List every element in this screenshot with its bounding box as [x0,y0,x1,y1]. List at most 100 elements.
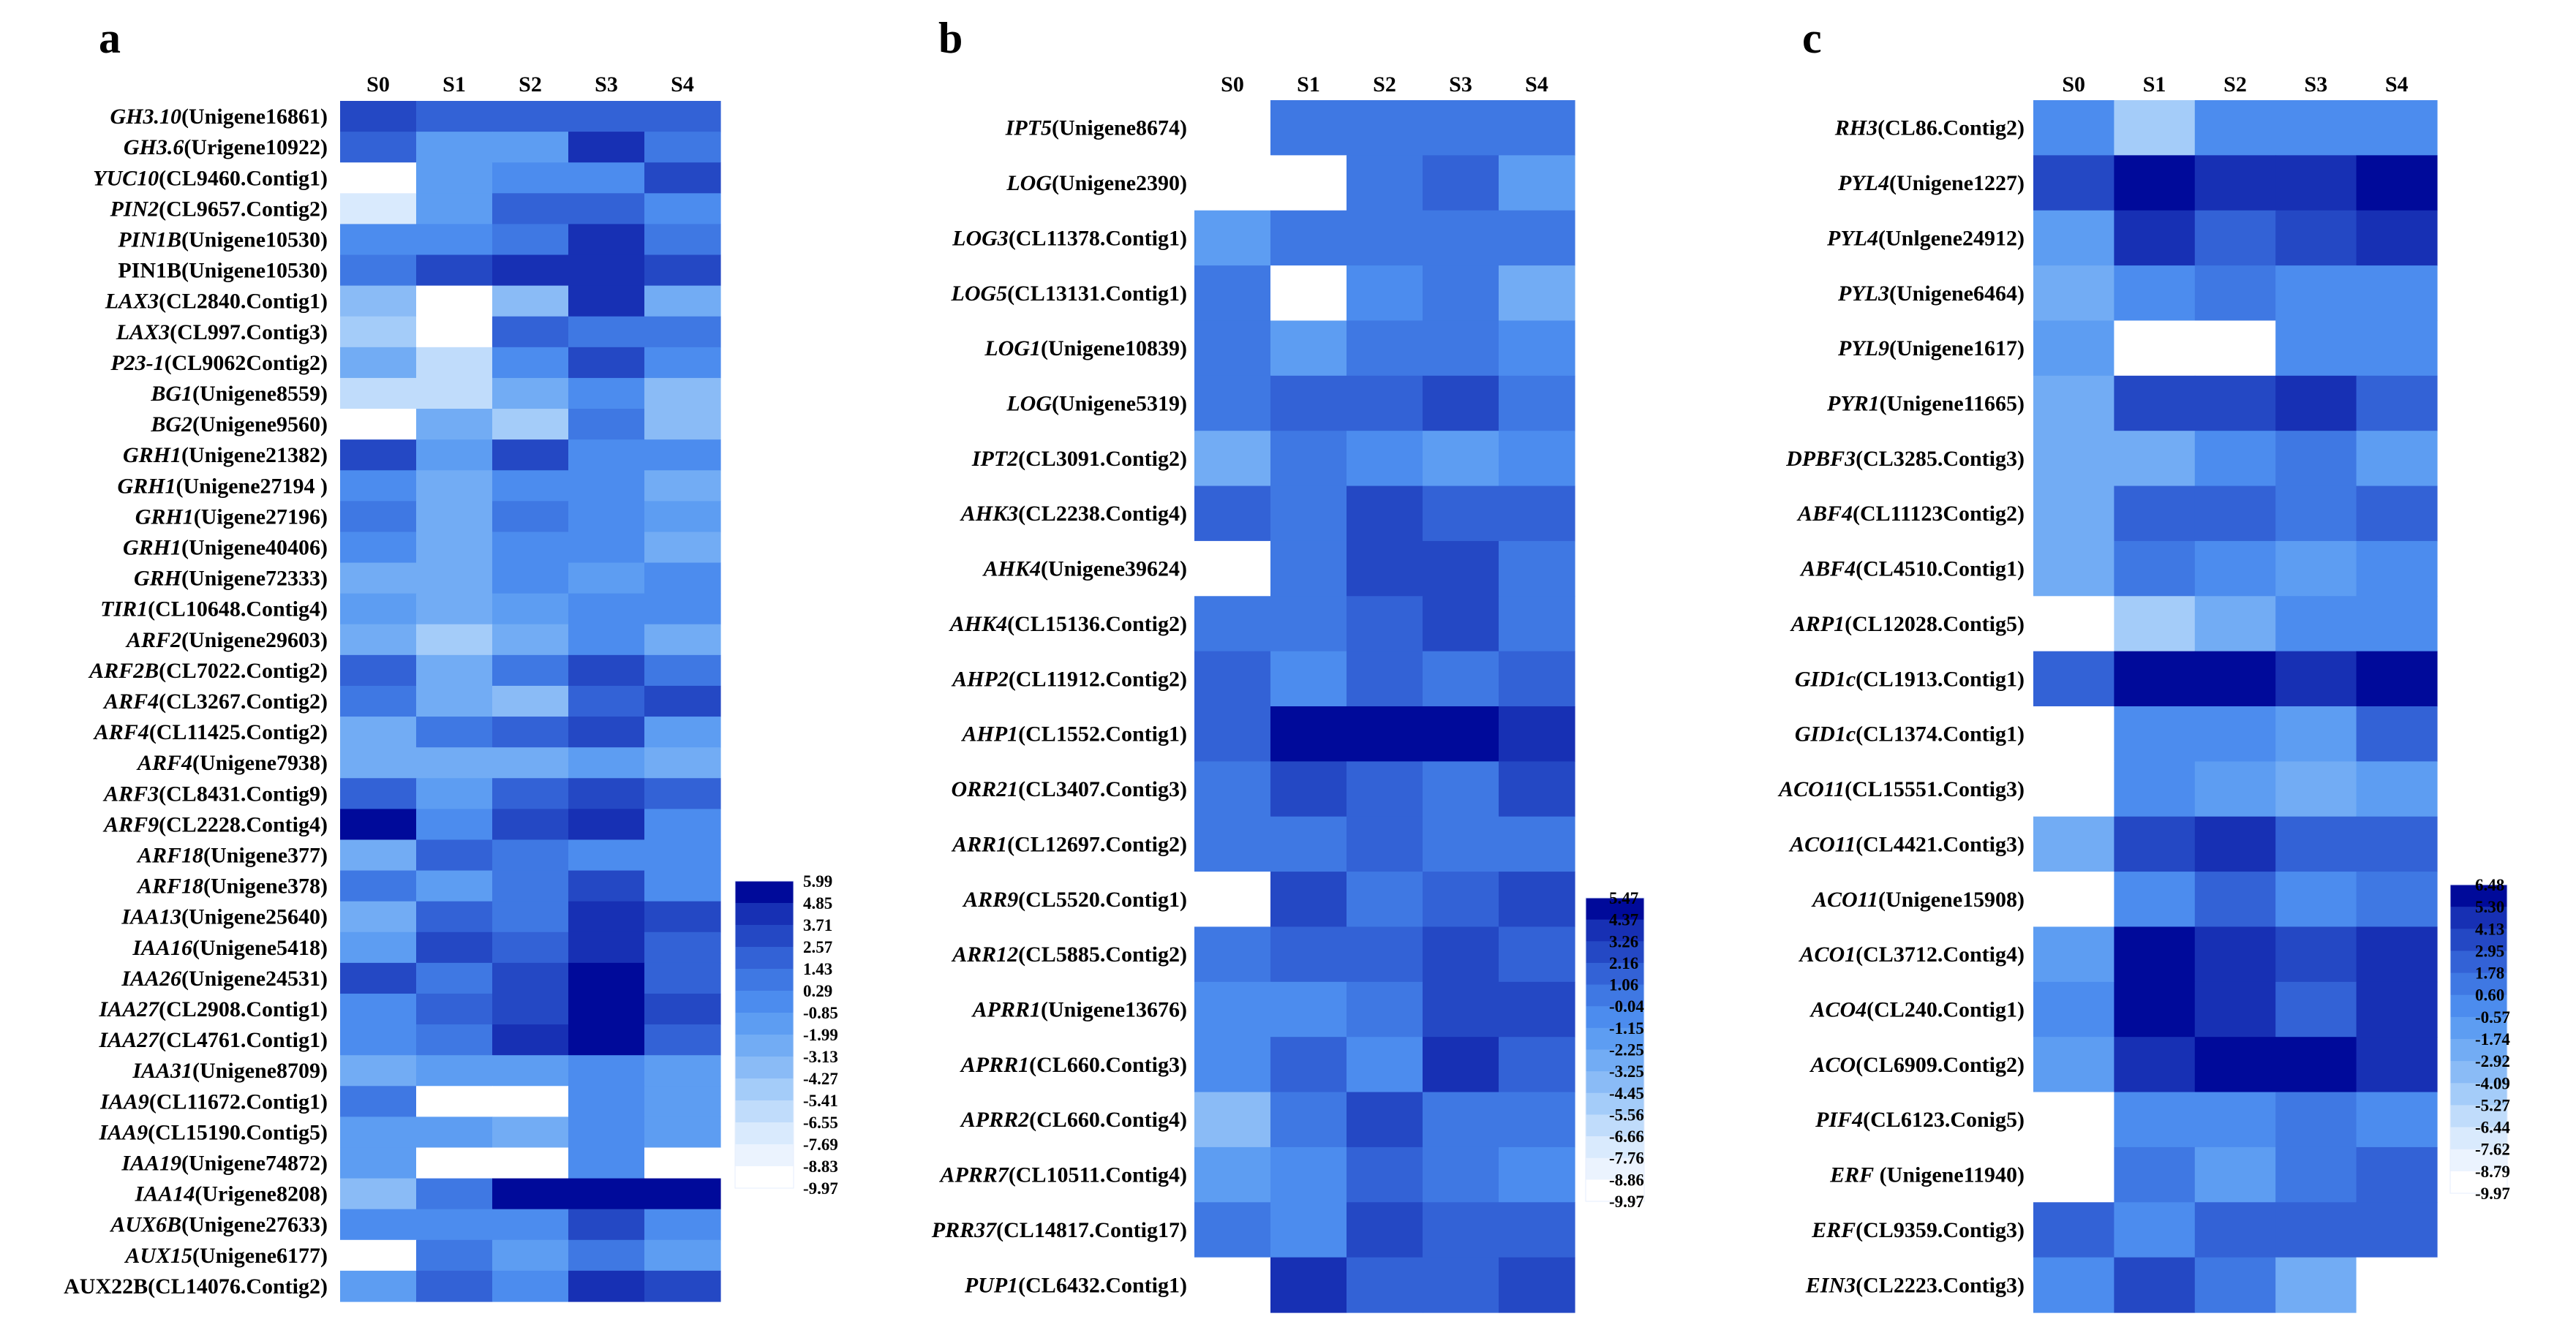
heatmap-cell [340,1239,417,1272]
heatmap-cell [1347,706,1423,762]
heatmap-cell [492,285,569,317]
heatmap-cell [340,1178,417,1210]
heatmap-cell [2033,596,2114,652]
heatmap-cell [644,285,721,317]
heatmap-cell [340,901,417,933]
heatmap-cell [568,1116,645,1149]
heatmap-cell [1194,761,1271,817]
heatmap-cell [2033,706,2114,762]
heatmap-cell [416,624,493,656]
legend-label: -7.69 [803,1136,838,1154]
heatmap-cell [1194,1146,1271,1203]
heatmap-cell [1423,375,1499,431]
heatmap-cell [2114,155,2196,211]
heatmap-cell [568,778,645,809]
heatmap-cell [492,377,569,409]
heatmap-cell [2275,540,2357,597]
row-label: ARR12(CL5885.Contig2) [951,942,1187,967]
heatmap-cell [416,839,493,872]
legend-swatch [2450,929,2507,952]
legend-label: -9.97 [803,1179,838,1198]
heatmap-cell [644,1178,721,1210]
heatmap-cell [492,1147,569,1179]
heatmap-cell [492,778,569,809]
legend-swatch [2450,907,2507,929]
legend-label: -0.85 [803,1004,838,1022]
legend-label: -5.27 [2475,1096,2510,1114]
heatmap-cell [1347,1146,1423,1203]
row-label: ARF18(Unigene378) [136,874,328,899]
heatmap-cell [1194,485,1271,542]
legend-swatch [735,1057,794,1079]
legend-label: -7.62 [2475,1141,2510,1159]
heatmap-cell [1270,375,1347,431]
row-label: ARF4(Unigene7938) [136,751,328,775]
legend-swatch [2450,885,2507,907]
heatmap-cell [568,501,645,533]
legend-label: -6.44 [2475,1119,2510,1137]
row-label: ACO1(CL3712.Contig4) [1798,942,2025,967]
heatmap-cell [2194,706,2276,762]
heatmap-cell [568,1270,645,1302]
row-label: GRH1(Uigene27196) [135,505,328,529]
heatmap-cell [644,1116,721,1149]
row-label: ARP1(CL12028.Contig5) [1790,612,2025,636]
row-label: P23-1(CL9062Contig2) [110,351,328,375]
heatmap-cell [568,562,645,594]
heatmap-cell [340,285,417,317]
heatmap-cell [416,377,493,409]
heatmap-cell [1347,540,1423,597]
heatmap-cell [1270,155,1347,211]
legend-swatch [1586,1157,1644,1180]
heatmap-cell [1499,320,1575,377]
row-label: ARF3(CL8431.Contig9) [102,782,328,806]
heatmap-cell [2033,1146,2114,1203]
legend-label: -0.57 [2475,1008,2510,1027]
row-label: ABF4(CL4510.Contig1) [1799,557,2025,581]
heatmap-cell [568,316,645,348]
column-label-s3: S3 [2305,72,2328,97]
heatmap-cell [1194,540,1271,597]
heatmap-cell [2194,485,2276,542]
heatmap-cell [1499,485,1575,542]
heatmap-cell [416,747,493,779]
heatmap-cell [2114,320,2196,377]
legend-label: 4.13 [2475,920,2504,938]
heatmap-cell [416,593,493,625]
heatmap-cell [1347,375,1423,431]
heatmap-cell [644,501,721,533]
legend-label: -6.66 [1609,1127,1644,1146]
heatmap-cell [2275,981,2357,1038]
legend-label: 1.43 [803,960,832,978]
heatmap-cell [492,347,569,379]
heatmap-cell [1194,706,1271,762]
legend-swatch [1586,1071,1644,1094]
legend-swatch [1586,984,1644,1007]
heatmap-cell [416,132,493,163]
heatmap-cell [416,162,493,194]
heatmap-cell [1194,872,1271,928]
heatmap-cell [2356,265,2438,322]
heatmap-cell [1423,1092,1499,1148]
row-label: ACO11(CL15551.Contig3) [1777,777,2025,801]
legend-swatch [1586,1006,1644,1029]
legend-swatch [735,1166,794,1189]
heatmap-cell [492,1239,569,1272]
heatmap-cell [2033,265,2114,322]
heatmap-cell [1347,596,1423,652]
heatmap-cell [2194,926,2276,983]
heatmap-cell [2194,431,2276,487]
heatmap-cell [1347,1037,1423,1093]
row-label: IAA13(Unigene25640) [121,905,328,929]
legend-swatch [735,881,794,904]
column-label-s4: S4 [2385,72,2409,97]
heatmap-cell [568,685,645,717]
legend-label: -9.97 [2475,1184,2510,1203]
row-label: AHP1(CL1552.Contig1) [960,722,1187,747]
heatmap-cell [1347,651,1423,707]
heatmap-cell [416,809,493,841]
legend-swatch [2450,972,2507,996]
row-label: GID1c(CL1913.Contig1) [1795,667,2025,691]
legend-label: 5.47 [1609,889,1638,907]
panel-label-b: b [938,14,963,62]
